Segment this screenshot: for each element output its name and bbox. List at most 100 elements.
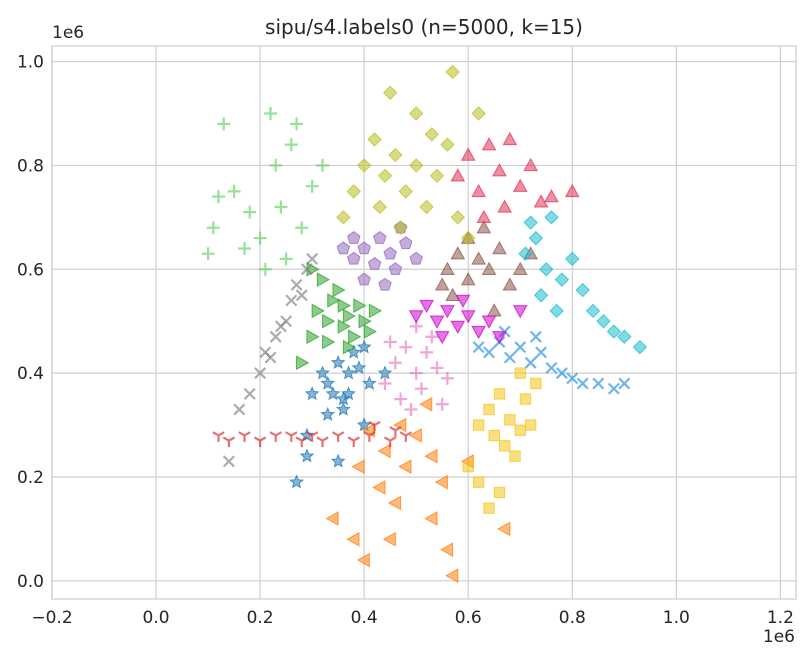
cluster-10 — [472, 325, 631, 395]
data-point — [258, 262, 272, 276]
data-point — [353, 298, 367, 313]
data-point — [596, 313, 611, 329]
data-point — [471, 106, 486, 121]
data-point — [347, 436, 360, 448]
data-point — [382, 531, 396, 547]
data-point — [368, 420, 381, 432]
data-point — [305, 431, 319, 442]
data-point — [358, 313, 372, 329]
data-point — [342, 308, 357, 324]
data-point — [585, 303, 601, 319]
data-point — [201, 247, 215, 261]
data-point — [429, 315, 445, 329]
data-point — [535, 346, 548, 359]
data-point — [368, 303, 383, 319]
data-point — [504, 414, 516, 426]
data-point — [311, 303, 325, 319]
data-point — [483, 502, 495, 514]
data-point — [299, 448, 315, 463]
data-point — [316, 436, 329, 448]
data-point — [264, 107, 278, 121]
data-point — [383, 246, 397, 260]
x-tick-label: 0.2 — [247, 608, 274, 628]
data-point — [445, 568, 459, 583]
data-point — [377, 168, 393, 184]
y-tick-label: 0.0 — [17, 572, 44, 592]
data-point — [274, 320, 287, 333]
data-point — [222, 455, 235, 468]
cluster-12 — [408, 294, 528, 345]
data-point — [253, 436, 267, 448]
data-point — [335, 401, 351, 416]
data-point — [399, 236, 413, 250]
data-point — [419, 396, 433, 412]
data-point — [545, 361, 558, 374]
x-tick-label: 0.4 — [351, 608, 378, 628]
data-point — [408, 158, 424, 173]
data-point — [388, 262, 403, 276]
data-point — [434, 277, 450, 291]
data-point — [617, 329, 632, 344]
data-point — [300, 263, 313, 276]
data-point — [424, 511, 438, 526]
data-point — [361, 375, 377, 390]
data-point — [356, 552, 370, 568]
cluster-0 — [289, 339, 393, 489]
data-point — [566, 372, 579, 385]
data-point — [295, 289, 308, 302]
data-point — [430, 361, 444, 375]
data-point — [524, 356, 537, 369]
y-tick-label: 0.4 — [17, 364, 44, 384]
data-point — [269, 431, 282, 442]
data-point — [445, 64, 460, 80]
data-point — [528, 230, 544, 246]
data-point — [363, 324, 377, 339]
data-points — [201, 64, 648, 583]
data-point — [502, 277, 518, 291]
y-tick-label: 0.2 — [17, 468, 44, 488]
data-point — [509, 450, 521, 462]
data-point — [306, 329, 320, 345]
cluster-11 — [450, 131, 580, 224]
data-point — [398, 184, 413, 199]
data-point — [351, 360, 367, 375]
data-point — [514, 424, 526, 436]
data-point — [372, 480, 386, 495]
x-tick-label: 0.8 — [559, 608, 586, 628]
data-point — [460, 147, 476, 161]
data-point — [549, 303, 564, 319]
data-point — [295, 221, 309, 235]
data-point — [565, 251, 580, 267]
data-point — [409, 251, 423, 265]
data-point — [367, 256, 382, 270]
data-point — [524, 419, 537, 431]
data-point — [492, 163, 507, 177]
data-point — [383, 335, 397, 349]
data-point — [450, 246, 466, 260]
x-tick-label: −0.2 — [31, 608, 72, 628]
data-point — [408, 428, 422, 443]
data-point — [356, 158, 372, 173]
data-point — [233, 403, 246, 416]
data-point — [518, 246, 533, 261]
data-point — [440, 305, 455, 319]
data-point — [440, 137, 455, 152]
data-point — [320, 406, 336, 421]
data-point — [357, 272, 371, 286]
data-point — [269, 330, 282, 343]
data-point — [502, 131, 518, 146]
data-point — [450, 320, 466, 334]
data-point — [346, 251, 361, 265]
data-point — [576, 377, 589, 390]
data-point — [419, 199, 434, 215]
data-point — [544, 210, 559, 225]
data-point — [399, 431, 412, 442]
data-point — [592, 377, 605, 390]
data-point — [606, 324, 622, 339]
data-point — [481, 137, 497, 151]
data-point — [373, 231, 387, 244]
data-point — [555, 367, 568, 380]
data-point — [320, 375, 336, 390]
data-point — [514, 341, 527, 354]
